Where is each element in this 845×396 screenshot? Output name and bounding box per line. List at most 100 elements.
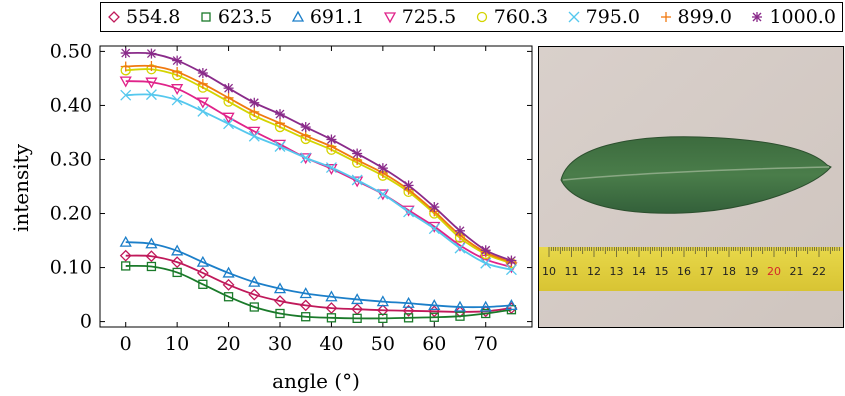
data-point <box>223 83 234 94</box>
ruler-number: 17 <box>700 265 714 278</box>
plot-frame <box>99 45 533 328</box>
legend-marker <box>201 12 211 22</box>
legend-item: 760.3 <box>475 6 548 28</box>
x-tick-label: 30 <box>268 333 292 355</box>
x-marker-icon <box>568 11 580 23</box>
circle-marker-icon <box>476 11 487 23</box>
data-point <box>171 84 184 96</box>
legend-marker <box>752 12 763 22</box>
ruler-number: 11 <box>565 265 579 278</box>
data-point <box>481 308 491 319</box>
data-point <box>403 180 414 191</box>
ruler-number: 15 <box>655 265 669 278</box>
series-760.3 <box>120 64 517 269</box>
data-point <box>300 122 311 133</box>
data-point <box>352 148 363 159</box>
data-point <box>376 295 389 307</box>
data-point <box>198 279 208 289</box>
ruler-number: 22 <box>812 265 826 278</box>
legend-item: 899.0 <box>659 6 732 28</box>
data-point <box>223 292 234 302</box>
data-point <box>196 255 209 267</box>
data-point <box>223 92 234 103</box>
data-point <box>146 261 157 272</box>
legend-label: 1000.0 <box>769 6 836 28</box>
ruler-number: 19 <box>745 265 759 278</box>
legend-marker <box>476 11 487 23</box>
y-tick-label: 0 <box>80 311 92 333</box>
data-point <box>248 275 261 287</box>
data-point <box>249 97 260 108</box>
data-point <box>479 300 492 312</box>
data-point <box>196 97 209 109</box>
data-point <box>171 244 184 256</box>
legend-item: 725.5 <box>383 6 456 28</box>
legend-label: 795.0 <box>585 6 641 28</box>
data-point <box>248 126 261 138</box>
ruler <box>539 247 843 291</box>
data-point <box>429 202 440 213</box>
data-point <box>301 312 311 322</box>
legend-item: 1000.0 <box>750 6 836 28</box>
data-point <box>145 77 158 89</box>
ruler-number: 21 <box>790 265 804 278</box>
legend-item: 623.5 <box>199 6 272 28</box>
data-point <box>480 257 492 269</box>
series-line <box>125 68 512 265</box>
data-point <box>171 94 183 106</box>
data-point <box>377 188 389 200</box>
series-line <box>125 64 512 263</box>
legend-marker <box>568 11 580 23</box>
data-point <box>248 288 261 301</box>
data-point <box>145 250 158 263</box>
data-point <box>505 264 517 276</box>
data-point <box>428 299 441 311</box>
data-point <box>222 278 235 291</box>
series-line <box>125 51 512 262</box>
ruler-number: 10 <box>542 265 556 278</box>
y-tick-label: 0.20 <box>50 203 92 225</box>
data-point <box>120 48 131 59</box>
data-point <box>402 304 415 317</box>
diamond-marker-icon <box>108 11 120 23</box>
data-point <box>453 300 467 312</box>
data-point <box>505 299 518 311</box>
legend-label: 691.1 <box>309 6 365 28</box>
data-point <box>196 267 209 279</box>
data-point <box>146 60 157 71</box>
x-tick-label: 50 <box>371 333 395 355</box>
legend-marker <box>383 12 396 24</box>
leaf-photo: 10 11 12 13 14 15 16 17 18 19 20 21 22 <box>538 46 844 328</box>
ruler-number: 12 <box>587 265 601 278</box>
data-point <box>273 282 287 294</box>
data-point <box>248 130 260 142</box>
data-point <box>249 106 260 117</box>
y-tick-label: 0.40 <box>50 94 92 116</box>
data-point <box>428 223 440 235</box>
data-point <box>326 313 337 323</box>
data-point <box>249 302 259 312</box>
data-point <box>274 295 286 307</box>
data-point <box>171 256 184 269</box>
series-691.1 <box>119 235 518 312</box>
ruler-number: 18 <box>722 265 736 278</box>
legend-item: 795.0 <box>567 6 640 28</box>
series-line <box>125 254 512 313</box>
square-marker-icon <box>201 12 211 22</box>
data-point <box>480 245 491 256</box>
legend-marker <box>291 10 304 22</box>
star-marker-icon <box>752 12 763 22</box>
triangle-down-marker-icon <box>383 12 396 24</box>
data-point <box>275 118 285 129</box>
data-point <box>402 296 415 308</box>
leaf-shape <box>560 136 832 214</box>
data-point <box>275 109 285 120</box>
data-point <box>120 89 132 101</box>
legend-label: 899.0 <box>677 6 732 28</box>
data-point <box>119 235 132 247</box>
data-point <box>121 261 131 271</box>
data-point <box>172 267 182 278</box>
data-point <box>299 287 312 299</box>
data-point <box>351 293 364 305</box>
data-point <box>223 118 235 130</box>
